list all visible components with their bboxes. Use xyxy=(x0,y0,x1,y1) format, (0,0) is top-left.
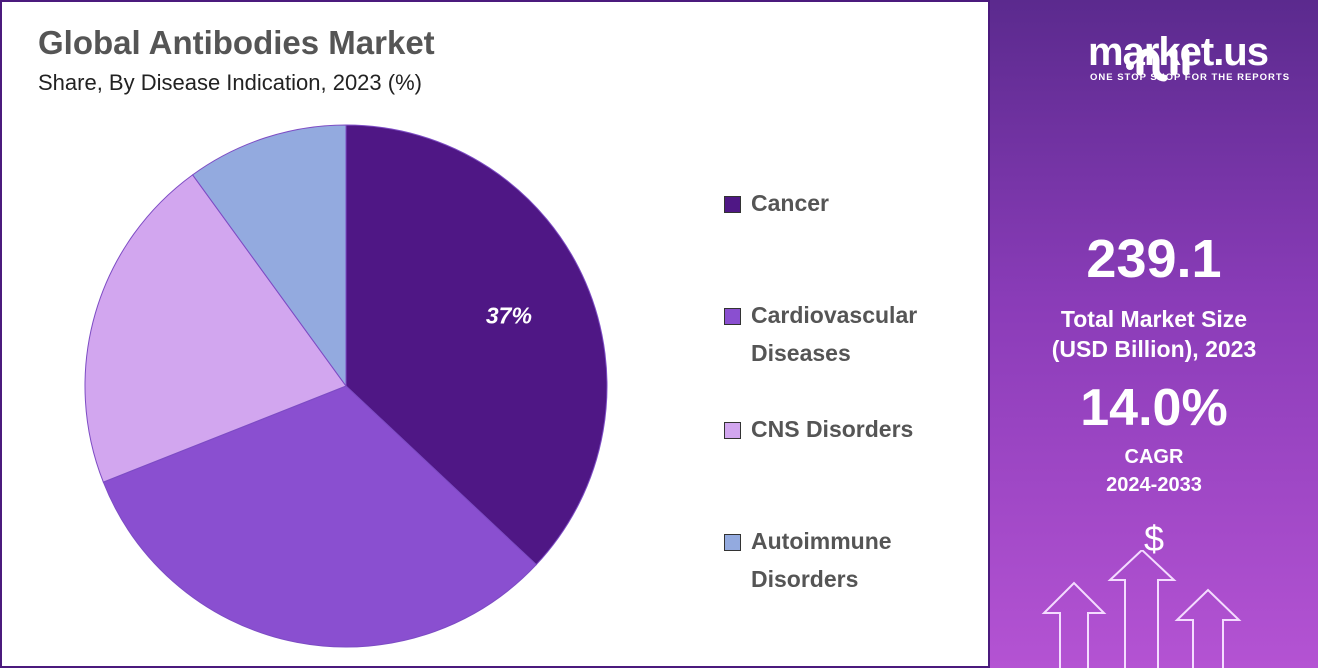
pie-slice-autoimmune-disorders xyxy=(191,124,347,388)
legend-swatch xyxy=(724,422,741,439)
pie-slice-cns-disorders xyxy=(84,174,347,483)
market-us-logo: market.us ONE STOP SHOP FOR THE REPORTS xyxy=(1010,30,1310,86)
market-size-value: 239.1 xyxy=(1086,229,1222,289)
chart-subtitle: Share, By Disease Indication, 2023 (%) xyxy=(38,70,422,95)
legend-swatch xyxy=(724,196,741,213)
legend-label: CNS Disorders xyxy=(751,416,914,442)
legend-swatch xyxy=(724,308,741,325)
cagr-label: CAGR xyxy=(1124,446,1184,468)
legend-label: Cancer xyxy=(751,190,829,216)
growth-arrows-icon xyxy=(1041,550,1242,668)
logo-icon xyxy=(1126,48,1190,82)
cagr-period: 2024-2033 xyxy=(1106,474,1202,496)
legend-item: Cancer xyxy=(724,184,971,222)
legend-item: Cardiovascular Diseases xyxy=(724,296,971,372)
summary-panel: market.us ONE STOP SHOP FOR THE REPORTS … xyxy=(988,0,1318,668)
legend-label: Disorders xyxy=(751,566,859,592)
legend-label: Autoimmune xyxy=(751,528,892,554)
chart-title: Global Antibodies Market xyxy=(38,24,435,61)
data-label: 37% xyxy=(486,303,532,329)
legend-swatch xyxy=(724,534,741,551)
market-size-label: Total Market Size xyxy=(1060,306,1248,332)
pie-slice-cardiovascular-diseases xyxy=(102,385,537,648)
brand-name: market.us xyxy=(1088,30,1269,74)
pie-chart: 37% xyxy=(84,124,608,648)
legend-label: Diseases xyxy=(751,340,851,366)
dollar-icon: $ xyxy=(1143,518,1165,559)
legend-label: Cardiovascular xyxy=(751,302,918,328)
pie-slice-cancer xyxy=(345,124,608,566)
market-size-unit: (USD Billion), 2023 xyxy=(1051,336,1257,362)
cagr-value: 14.0% xyxy=(1080,379,1228,437)
legend-item: CNS Disorders xyxy=(724,410,971,448)
brand-tagline: ONE STOP SHOP FOR THE REPORTS xyxy=(1090,72,1291,83)
legend-item: Autoimmune Disorders xyxy=(724,522,971,598)
